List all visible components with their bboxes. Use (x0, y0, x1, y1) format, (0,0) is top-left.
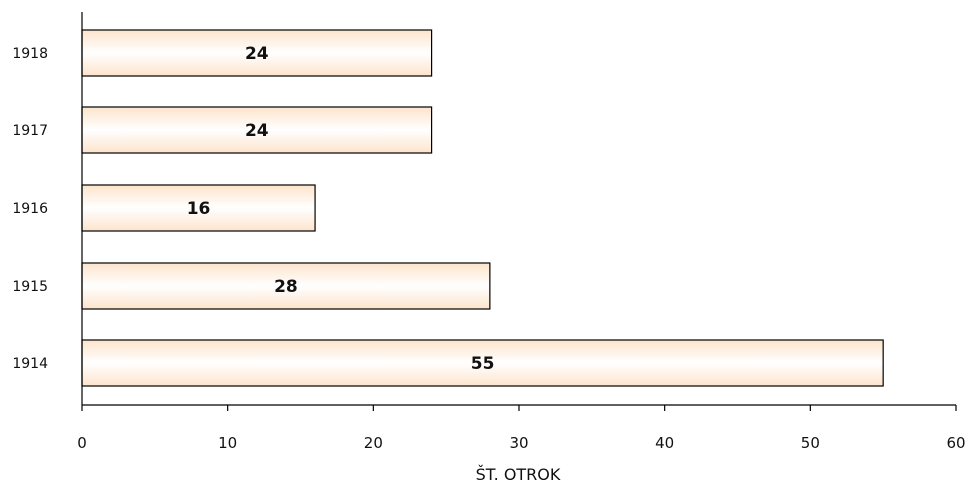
category-label-1916: 1916 (12, 201, 48, 217)
labels-layer: 55 1914 28 1915 16 1916 24 1917 24 1918 0 10 20 30 40 5… (12, 44, 965, 452)
category-label-1917: 1917 (12, 123, 48, 139)
x-tick-label-10: 10 (218, 434, 237, 452)
x-tick-label-60: 60 (946, 434, 965, 452)
data-label-1914: 55 (471, 354, 495, 374)
x-tick-label-40: 40 (655, 434, 674, 452)
bar-1918 (81, 29, 433, 77)
x-tick-label-30: 30 (509, 434, 528, 452)
x-tick-label-20: 20 (364, 434, 383, 452)
data-label-1915: 28 (274, 277, 298, 297)
bar-1914 (81, 339, 884, 387)
bar-1917 (81, 106, 433, 154)
bar-1915 (81, 262, 491, 310)
bars-layer (81, 29, 884, 387)
category-label-1918: 1918 (12, 46, 48, 62)
x-tick-label-0: 0 (77, 434, 87, 452)
data-label-1917: 24 (245, 121, 269, 141)
category-label-1914: 1914 (12, 356, 48, 372)
axes-layer (81, 12, 957, 411)
bar-1916 (81, 184, 316, 232)
data-label-1916: 16 (187, 199, 211, 219)
category-label-1915: 1915 (12, 279, 48, 295)
x-axis-title: ŠT. OTROK (476, 465, 561, 484)
x-tick-label-50: 50 (801, 434, 820, 452)
data-label-1918: 24 (245, 44, 269, 64)
